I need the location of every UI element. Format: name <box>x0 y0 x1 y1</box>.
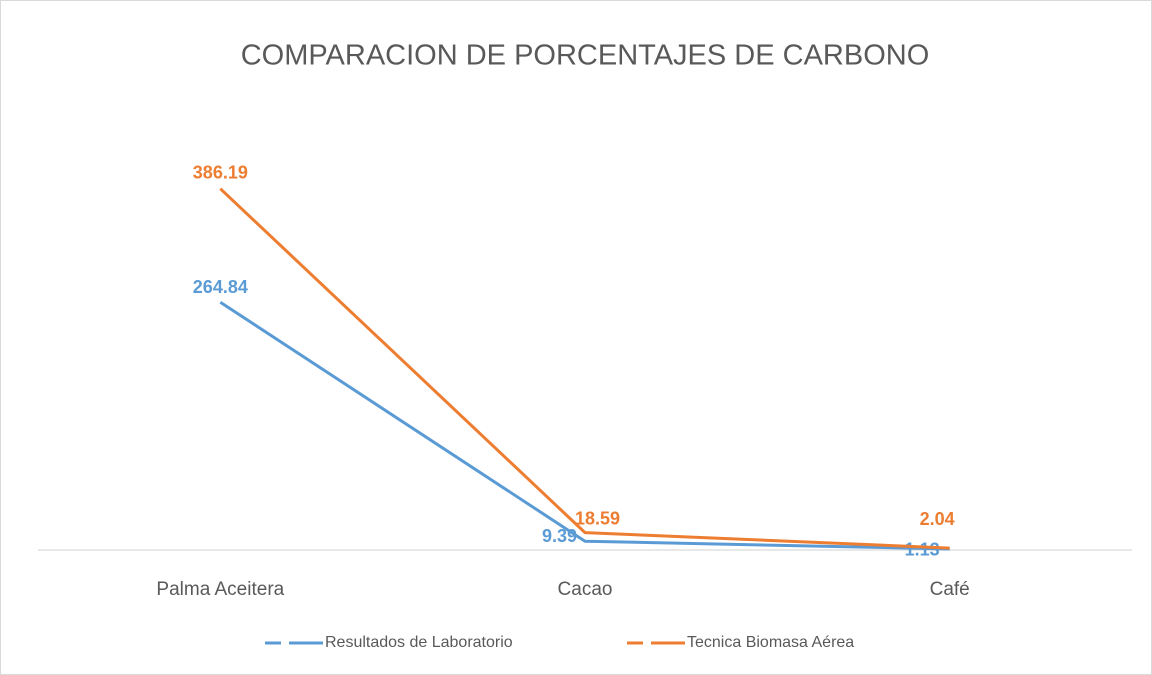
x-tick-label: Café <box>930 579 970 600</box>
x-tick-label: Palma Aceitera <box>156 579 284 600</box>
chart-title: COMPARACION DE PORCENTAJES DE CARBONO <box>241 40 930 72</box>
data-label: 18.59 <box>575 508 620 528</box>
line-series <box>219 187 950 550</box>
data-label: 1.13 <box>905 540 940 560</box>
data-label: 2.04 <box>920 509 955 529</box>
data-label: 9.39 <box>542 526 577 546</box>
legend-label: Resultados de Laboratorio <box>325 634 513 651</box>
x-tick-label: Cacao <box>558 579 613 600</box>
legend-label: Tecnica Biomasa Aérea <box>687 634 854 651</box>
line-series <box>219 300 950 551</box>
data-label: 264.84 <box>193 277 248 297</box>
data-label: 386.19 <box>193 162 248 182</box>
